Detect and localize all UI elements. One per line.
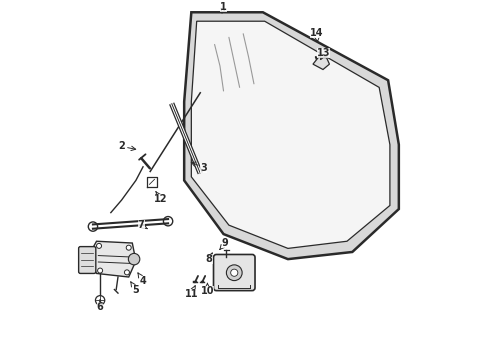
Text: 1: 1: [220, 2, 227, 13]
Circle shape: [231, 269, 238, 276]
Text: 6: 6: [97, 300, 103, 312]
Circle shape: [97, 243, 101, 248]
Polygon shape: [191, 21, 390, 248]
Polygon shape: [313, 57, 329, 69]
Text: 12: 12: [154, 192, 168, 204]
Text: 8: 8: [206, 253, 213, 264]
Text: 13: 13: [317, 48, 330, 60]
Polygon shape: [184, 12, 399, 259]
Circle shape: [128, 253, 140, 265]
Circle shape: [126, 245, 131, 250]
FancyBboxPatch shape: [214, 255, 255, 291]
Text: 2: 2: [118, 141, 136, 152]
Circle shape: [124, 270, 129, 275]
Polygon shape: [88, 241, 136, 277]
FancyBboxPatch shape: [78, 247, 96, 274]
Circle shape: [226, 265, 242, 280]
Text: 14: 14: [310, 28, 323, 42]
Text: 5: 5: [131, 282, 139, 294]
Text: 10: 10: [201, 283, 214, 296]
Text: 4: 4: [138, 273, 147, 285]
Text: 9: 9: [220, 238, 229, 249]
Text: 11: 11: [185, 286, 198, 299]
Circle shape: [98, 268, 102, 273]
Circle shape: [96, 296, 105, 305]
Text: 3: 3: [191, 162, 207, 173]
Text: 7: 7: [138, 220, 147, 230]
